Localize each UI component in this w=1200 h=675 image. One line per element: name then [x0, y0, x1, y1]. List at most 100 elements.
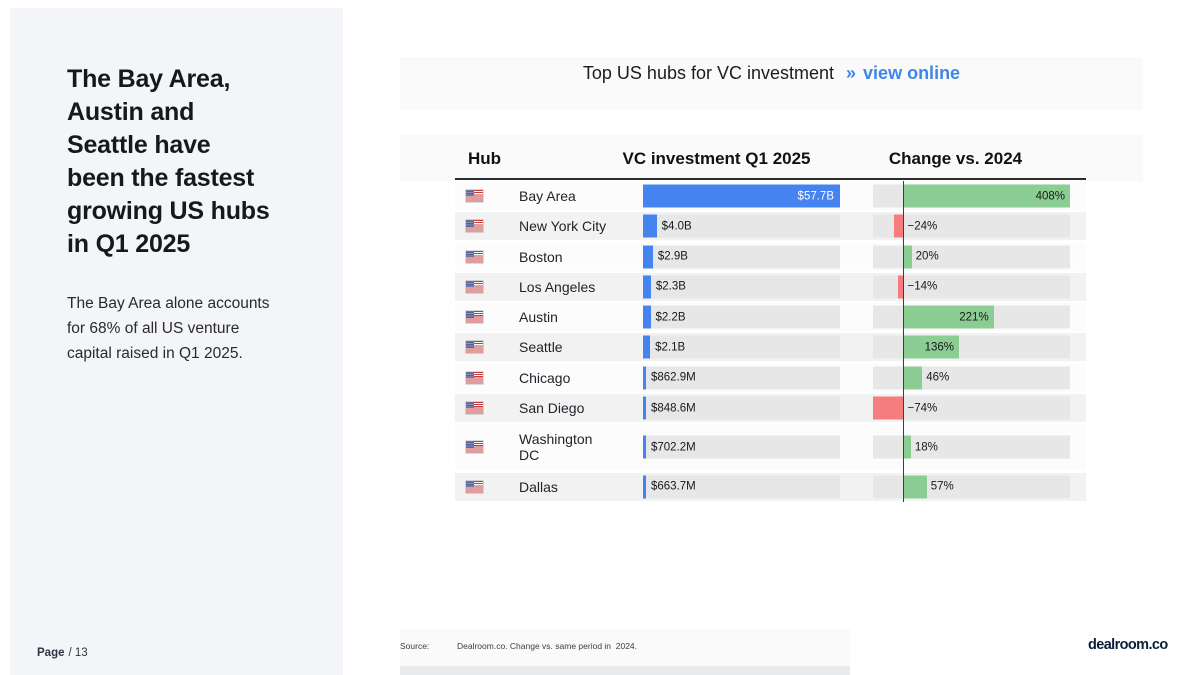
change-bar-track: 408% — [873, 184, 1070, 208]
investment-bar — [643, 275, 651, 299]
investment-bar — [643, 305, 651, 329]
table-row: New York City $4.0B −24% — [455, 212, 1086, 241]
us-flag-canton — [466, 190, 474, 197]
table-header-band — [400, 135, 1143, 181]
us-flag-canton — [466, 480, 474, 488]
table-row: San Diego $848.6M −74% — [455, 394, 1086, 423]
us-flag-icon — [466, 371, 483, 384]
page-label: Page — [37, 647, 65, 659]
us-flag-icon — [466, 250, 483, 263]
us-flag-icon — [466, 190, 483, 202]
column-header-hub: Hub — [468, 149, 502, 168]
us-flag-icon — [466, 280, 483, 293]
investment-bar-track: $2.3B — [643, 275, 840, 299]
investment-value: $702.2M — [651, 441, 696, 454]
investment-value: $2.3B — [655, 280, 686, 293]
change-bar — [873, 396, 904, 420]
investment-bar — [643, 435, 646, 459]
source-label: Source: — [400, 641, 430, 651]
us-flag-canton — [466, 402, 474, 409]
table-rows: Bay Area $57.7B 408% New York City $4.0B… — [455, 178, 1086, 501]
us-flag-canton — [466, 280, 474, 288]
table-row: Boston $2.9B 20% — [455, 242, 1086, 271]
change-bar — [893, 214, 904, 238]
change-value: 408% — [1035, 190, 1065, 202]
chart-title-band: Top US hubs for VC investment » view onlin… — [400, 57, 1143, 110]
change-bar — [903, 435, 911, 459]
investment-value: $2.9B — [657, 250, 688, 263]
change-bar-track: −14% — [873, 275, 1070, 299]
investment-bar-track: $702.2M — [643, 435, 840, 459]
investment-bar-track: $4.0B — [643, 214, 840, 238]
page-number-value: / 13 — [68, 647, 88, 659]
left-panel: The Bay Area, Austin and Seattle have be… — [10, 8, 343, 675]
change-bar-track: −74% — [873, 396, 1070, 420]
hub-name: New York City — [519, 218, 607, 235]
investment-value: $848.6M — [651, 402, 696, 415]
change-bar-track: 20% — [873, 245, 1070, 269]
us-flag-canton — [466, 220, 474, 227]
us-flag-canton — [466, 371, 474, 379]
table-row: Dallas $663.7M 57% — [455, 472, 1086, 501]
chart-title: Top US hubs for VC investment — [582, 63, 835, 83]
change-bar-track: 221% — [873, 305, 1070, 329]
us-flag-icon — [466, 441, 483, 454]
investment-value: $4.0B — [661, 220, 692, 233]
us-flag-icon — [466, 220, 483, 233]
source-note: Source: Dealroom.co. Change vs. same peri… — [400, 641, 637, 651]
change-bar-track: −24% — [873, 214, 1070, 238]
table-row: Los Angeles $2.3B −14% — [455, 272, 1086, 301]
change-value: −14% — [907, 280, 938, 293]
investment-bar — [643, 214, 657, 238]
hub-name: Washington DC — [519, 431, 593, 464]
hub-name: Dallas — [519, 478, 558, 495]
investment-value: $57.7B — [797, 190, 834, 202]
us-flag-icon — [466, 480, 483, 493]
change-bar-track: 46% — [873, 366, 1070, 390]
investment-bar-track: $2.9B — [643, 245, 840, 269]
table-row: Seattle $2.1B 136% — [455, 333, 1086, 362]
investment-bar — [643, 475, 646, 499]
hub-name: Boston — [519, 248, 563, 265]
us-flag-icon — [466, 311, 483, 324]
us-flag-icon — [466, 341, 483, 354]
hub-name: Chicago — [519, 369, 571, 386]
column-header-investment: VC investment Q1 2025 — [622, 149, 811, 168]
change-bar — [903, 335, 959, 359]
footer-band — [400, 629, 850, 666]
investment-bar — [643, 335, 651, 359]
hub-name: Los Angeles — [519, 278, 596, 295]
hub-name: Austin — [519, 309, 558, 326]
change-bar-track: 18% — [873, 435, 1070, 459]
us-flag-canton — [466, 341, 474, 348]
table-row: Washington DC $702.2M 18% — [455, 424, 1086, 471]
change-bar — [903, 245, 912, 269]
change-bar-track: 136% — [873, 335, 1070, 359]
investment-bar — [643, 366, 646, 390]
dealroom-logo: dealroom.co — [1088, 637, 1168, 653]
change-bar — [903, 366, 923, 390]
investment-value: $862.9M — [651, 371, 696, 384]
hub-name: Bay Area — [519, 188, 576, 204]
change-bar-track: 57% — [873, 475, 1070, 499]
hub-name: San Diego — [519, 400, 585, 417]
investment-bar-track: $2.2B — [643, 305, 840, 329]
table-row: Chicago $862.9M 46% — [455, 363, 1086, 392]
zero-axis-line — [902, 181, 905, 502]
slide-subtitle: The Bay Area alone accounts for 68% of a… — [67, 295, 270, 362]
change-bar — [903, 475, 927, 499]
us-flag-icon — [466, 402, 483, 415]
change-bar — [903, 184, 1070, 208]
investment-value: $663.7M — [651, 480, 696, 493]
change-value: 136% — [924, 341, 954, 354]
change-value: −24% — [907, 220, 938, 233]
change-value: 20% — [915, 250, 939, 263]
investment-bar-track: $862.9M — [643, 366, 840, 390]
chart-title-line: Top US hubs for VC investment » view onlin… — [400, 63, 1143, 84]
us-flag-canton — [466, 250, 474, 257]
change-value: 57% — [930, 480, 954, 493]
investment-bar-track: $663.7M — [643, 475, 840, 499]
view-online-link[interactable]: view online — [863, 63, 961, 83]
slide-headline: The Bay Area, Austin and Seattle have be… — [67, 65, 270, 258]
change-value: −74% — [907, 402, 938, 415]
